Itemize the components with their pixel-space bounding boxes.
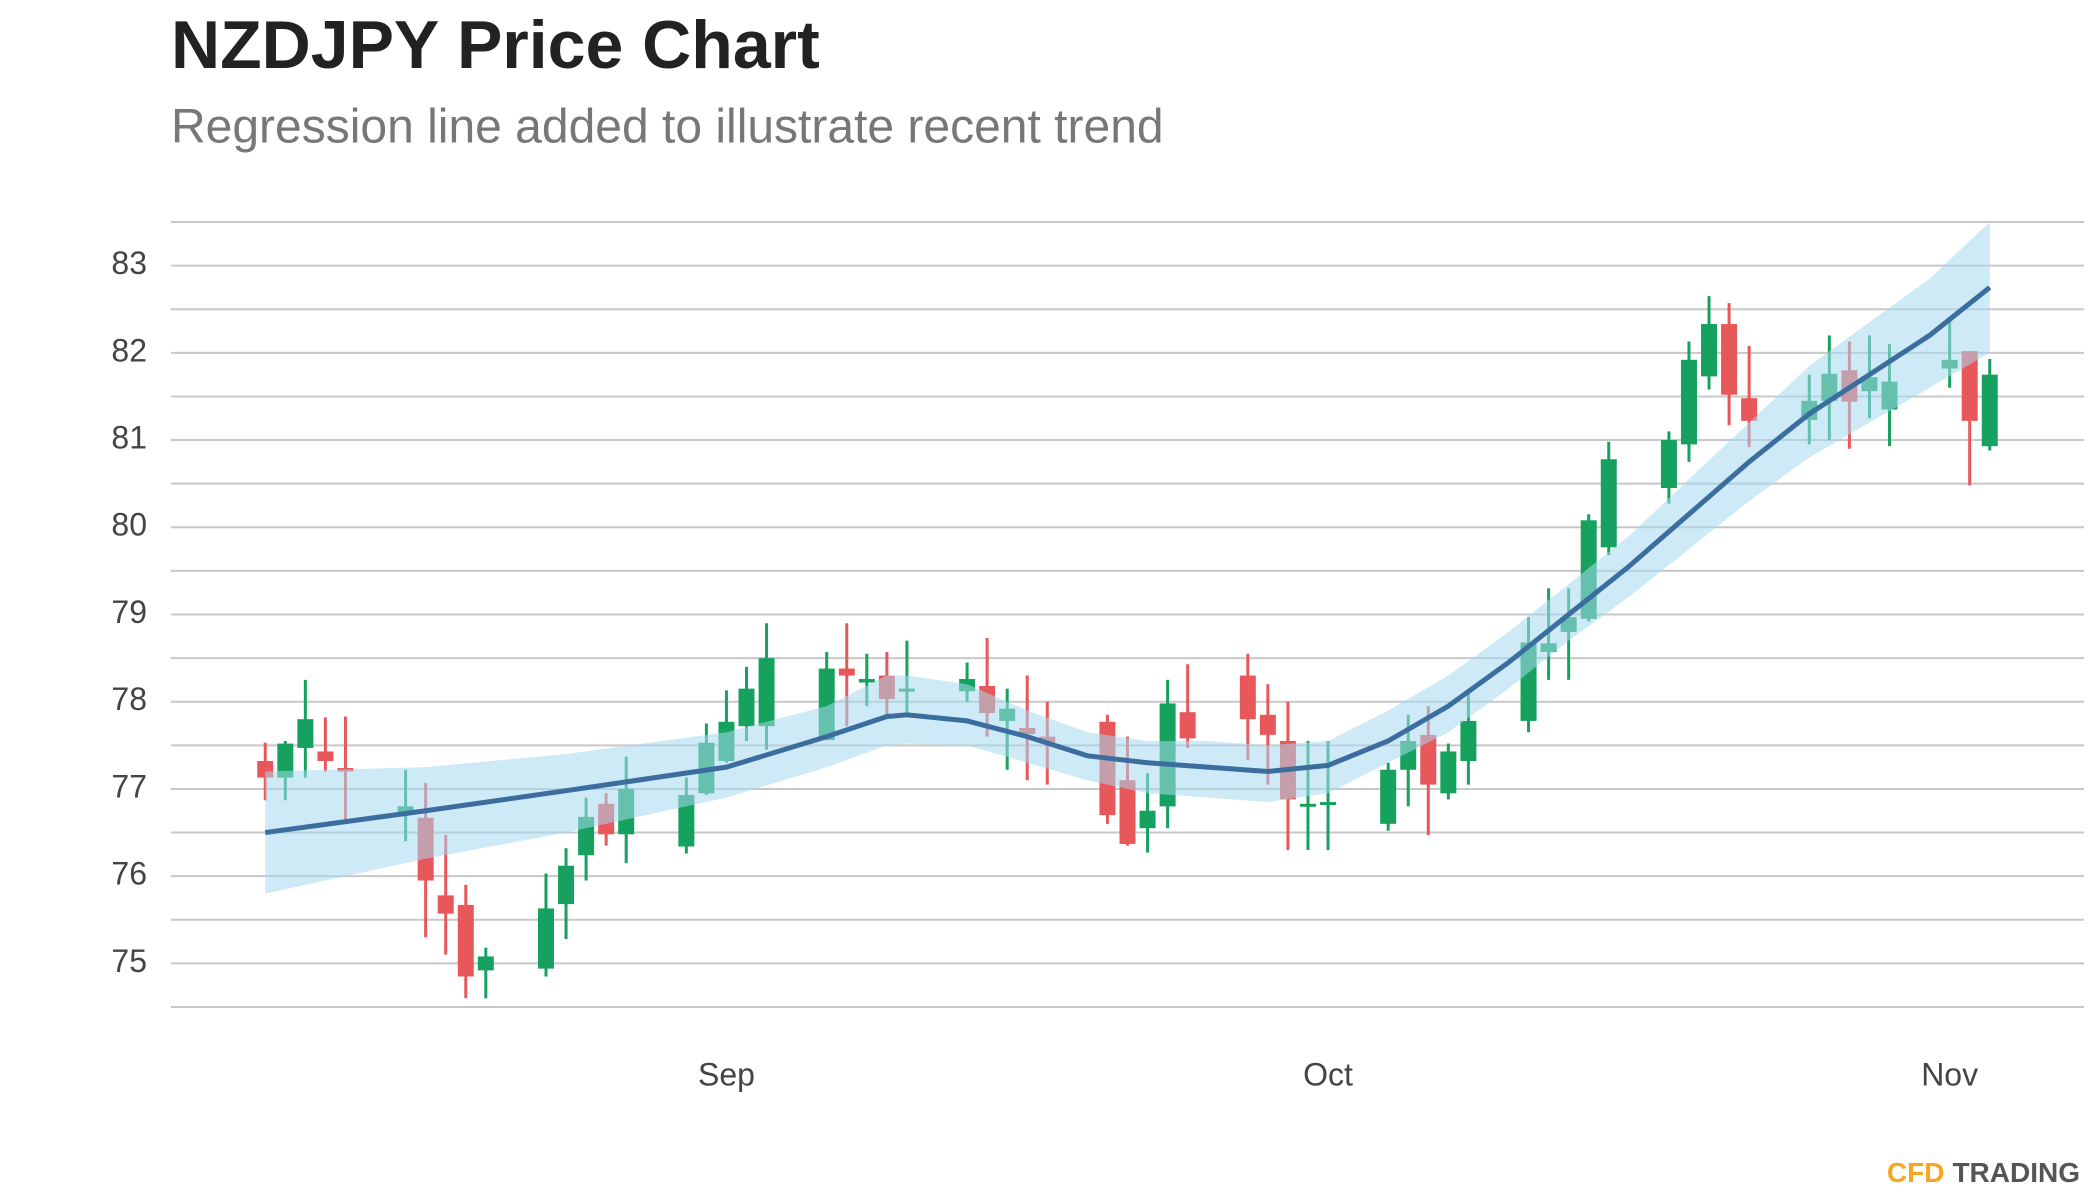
candle — [457, 884, 474, 999]
candle — [1179, 664, 1196, 748]
chart-subtitle: Regression line added to illustrate rece… — [171, 101, 1164, 154]
candle-body — [838, 668, 855, 676]
candle — [558, 848, 575, 939]
brand-part: CFD — [1887, 1157, 1945, 1188]
candle — [1600, 441, 1617, 556]
candle-body — [1961, 351, 1978, 421]
candle — [1239, 653, 1256, 761]
candle-body — [1680, 359, 1697, 445]
candle — [297, 679, 314, 778]
candle-body — [317, 751, 334, 762]
y-tick-label: 78 — [111, 681, 147, 717]
candle-body — [1721, 324, 1738, 395]
x-tick-label: Nov — [1921, 1056, 1978, 1092]
candle-body — [1660, 440, 1677, 489]
candle — [317, 717, 334, 772]
candle-body — [1981, 374, 1998, 447]
y-tick-label: 80 — [111, 507, 147, 543]
candle-body — [477, 956, 494, 971]
regression-line — [264, 285, 1992, 836]
candle-body — [1600, 459, 1617, 548]
candle — [477, 947, 494, 999]
candle-body — [1380, 769, 1397, 824]
candle-body — [1179, 712, 1196, 739]
candle-body — [858, 679, 875, 683]
candle-body — [1239, 675, 1256, 720]
y-tick-label: 81 — [111, 420, 147, 456]
candle-body — [277, 743, 294, 778]
brand-logo: CFD TRADING — [1887, 1157, 2080, 1188]
y-tick-label: 77 — [111, 768, 147, 804]
candle — [537, 873, 554, 977]
candle-body — [758, 658, 775, 727]
y-tick-label: 75 — [111, 943, 147, 979]
candle-body — [1299, 803, 1316, 807]
candle-body — [738, 688, 755, 727]
y-tick-label: 76 — [111, 856, 147, 892]
candle-body — [558, 865, 575, 905]
candle-body — [678, 795, 695, 847]
candle-body — [1741, 398, 1758, 421]
candle-body — [1320, 802, 1337, 806]
chart-title: NZDJPY Price Chart — [171, 7, 820, 83]
y-tick-label: 83 — [111, 245, 147, 281]
candle — [1721, 303, 1738, 426]
candles — [257, 296, 1998, 999]
candle — [1701, 296, 1718, 390]
candle-body — [1440, 751, 1457, 794]
candle-body — [437, 895, 454, 914]
regression — [264, 222, 1992, 894]
candle — [1981, 358, 1998, 451]
candle-body — [1420, 734, 1437, 785]
candle-body — [1460, 720, 1477, 762]
candle-body — [1139, 810, 1156, 829]
y-tick-label: 82 — [111, 332, 147, 368]
candle-body — [457, 904, 474, 977]
candle-body — [1701, 324, 1718, 377]
y-tick-label: 79 — [111, 594, 147, 630]
candle — [1660, 431, 1677, 504]
candle-body — [297, 719, 314, 748]
candle — [1680, 341, 1697, 462]
candle-body — [537, 908, 554, 969]
candle — [437, 835, 454, 955]
x-tick-label: Oct — [1303, 1056, 1353, 1092]
x-tick-label: Sep — [698, 1056, 755, 1092]
candle — [1961, 351, 1978, 486]
candle — [1440, 743, 1457, 800]
candle — [1380, 762, 1397, 831]
axes: 75 76 77 78 79 80 81 82 83 Sep Oct Nov — [111, 245, 1978, 1092]
brand-part: TRADING — [1952, 1157, 2080, 1188]
candle-body — [1259, 714, 1276, 735]
candle-body — [1119, 780, 1136, 844]
grid — [171, 221, 2084, 1008]
